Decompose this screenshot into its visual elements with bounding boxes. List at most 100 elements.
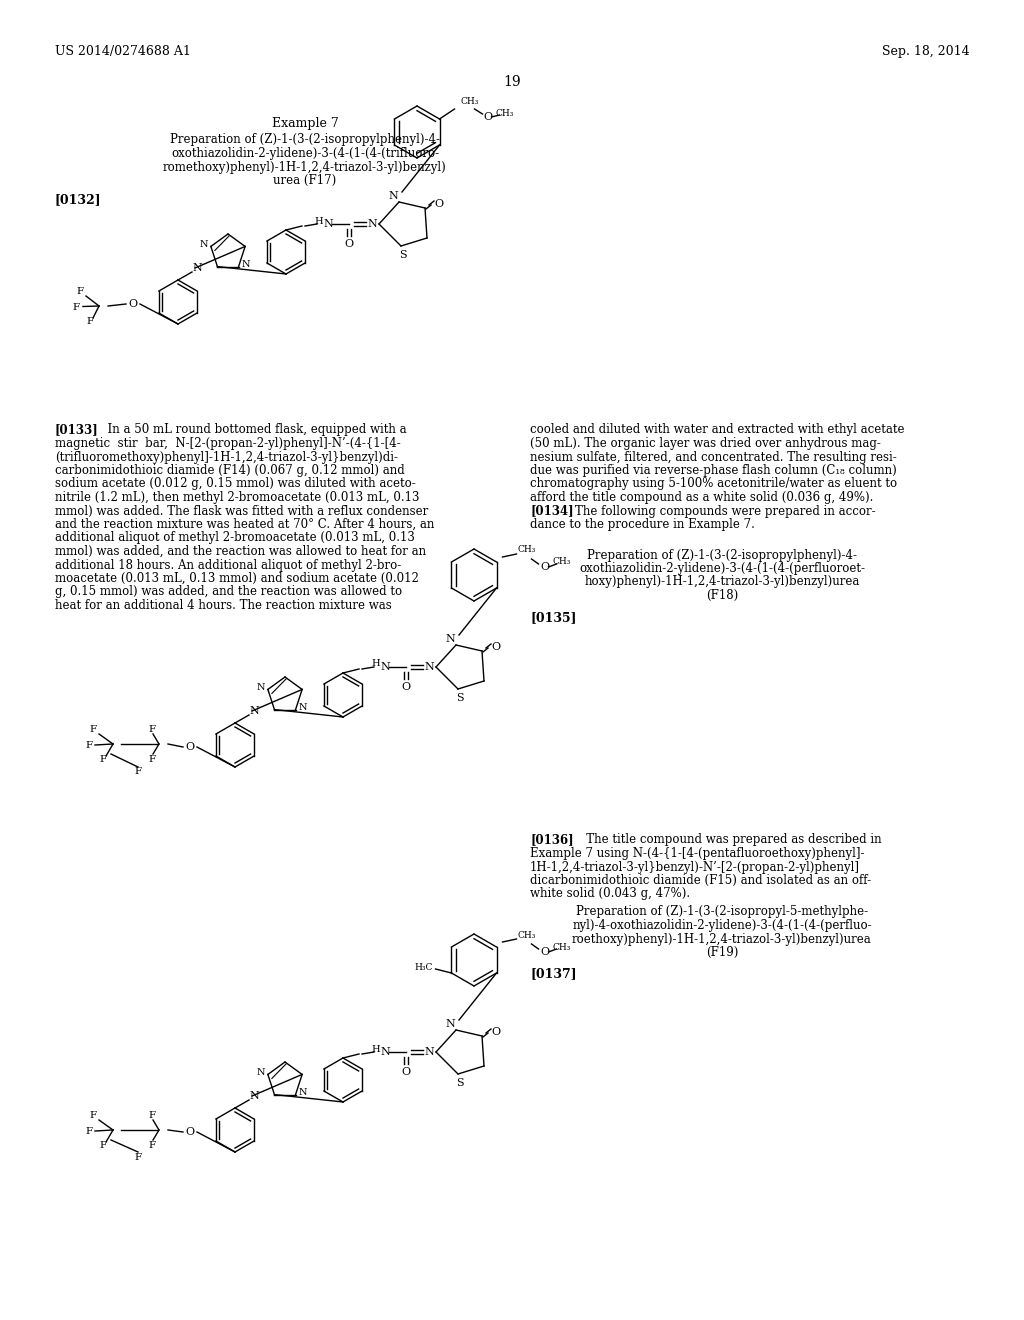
Text: N: N — [193, 263, 202, 273]
Text: In a 50 mL round bottomed flask, equipped with a: In a 50 mL round bottomed flask, equippe… — [100, 424, 407, 437]
Text: N: N — [380, 663, 390, 672]
Text: O: O — [540, 946, 549, 957]
Text: F: F — [99, 755, 106, 764]
Text: 1H-1,2,4-triazol-3-yl}benzyl)-N’-[2-(propan-2-yl)phenyl]: 1H-1,2,4-triazol-3-yl}benzyl)-N’-[2-(pro… — [530, 861, 860, 874]
Text: N: N — [424, 1047, 434, 1057]
Text: [0134]: [0134] — [530, 504, 573, 517]
Text: dance to the procedure in Example 7.: dance to the procedure in Example 7. — [530, 517, 755, 531]
Text: N: N — [249, 706, 259, 715]
Text: S: S — [456, 693, 464, 704]
Text: mmol) was added, and the reaction was allowed to heat for an: mmol) was added, and the reaction was al… — [55, 545, 426, 558]
Text: N: N — [298, 1088, 307, 1097]
Text: nesium sulfate, filtered, and concentrated. The resulting resi-: nesium sulfate, filtered, and concentrat… — [530, 450, 897, 463]
Text: (F19): (F19) — [706, 946, 738, 960]
Text: F: F — [77, 288, 84, 297]
Text: US 2014/0274688 A1: US 2014/0274688 A1 — [55, 45, 190, 58]
Text: nyl)-4-oxothiazolidin-2-ylidene)-3-(4-(1-(4-(perfluo-: nyl)-4-oxothiazolidin-2-ylidene)-3-(4-(1… — [572, 919, 871, 932]
Text: O: O — [492, 642, 501, 652]
Text: N: N — [445, 634, 455, 644]
Text: (trifluoromethoxy)phenyl]-1H-1,2,4-triazol-3-yl}benzyl)di-: (trifluoromethoxy)phenyl]-1H-1,2,4-triaz… — [55, 450, 398, 463]
Text: Example 7 using N-(4-{1-[4-(pentafluoroethoxy)phenyl]-: Example 7 using N-(4-{1-[4-(pentafluoroe… — [530, 847, 864, 861]
Text: H: H — [314, 216, 324, 226]
Text: oxothiazolidin-2-ylidene)-3-(4-(1-(4-(trifluoro-: oxothiazolidin-2-ylidene)-3-(4-(1-(4-(tr… — [171, 147, 439, 160]
Text: nitrile (1.2 mL), then methyl 2-bromoacetate (0.013 mL, 0.13: nitrile (1.2 mL), then methyl 2-bromoace… — [55, 491, 420, 504]
Text: F: F — [148, 1140, 156, 1150]
Text: S: S — [456, 1078, 464, 1088]
Text: N: N — [200, 240, 208, 249]
Text: O: O — [344, 239, 353, 249]
Text: H₃C: H₃C — [415, 964, 433, 973]
Text: 19: 19 — [503, 75, 521, 88]
Text: additional 18 hours. An additional aliquot of methyl 2-bro-: additional 18 hours. An additional aliqu… — [55, 558, 401, 572]
Text: magnetic  stir  bar,  N-[2-(propan-2-yl)phenyl]-N’-(4-{1-[4-: magnetic stir bar, N-[2-(propan-2-yl)phe… — [55, 437, 400, 450]
Text: moacetate (0.013 mL, 0.13 mmol) and sodium acetate (0.012: moacetate (0.013 mL, 0.13 mmol) and sodi… — [55, 572, 419, 585]
Text: CH₃: CH₃ — [517, 931, 536, 940]
Text: F: F — [73, 302, 80, 312]
Text: The following compounds were prepared in accor-: The following compounds were prepared in… — [575, 504, 876, 517]
Text: and the reaction mixture was heated at 70° C. After 4 hours, an: and the reaction mixture was heated at 7… — [55, 517, 434, 531]
Text: CH₃: CH₃ — [461, 96, 478, 106]
Text: F: F — [148, 1110, 156, 1119]
Text: hoxy)phenyl)-1H-1,2,4-triazol-3-yl)benzyl)urea: hoxy)phenyl)-1H-1,2,4-triazol-3-yl)benzy… — [585, 576, 860, 589]
Text: The title compound was prepared as described in: The title compound was prepared as descr… — [575, 833, 882, 846]
Text: CH₃: CH₃ — [552, 557, 570, 566]
Text: N: N — [380, 1047, 390, 1057]
Text: F: F — [89, 1111, 96, 1121]
Text: F: F — [134, 767, 141, 776]
Text: urea (F17): urea (F17) — [273, 174, 337, 187]
Text: N: N — [424, 663, 434, 672]
Text: [0137]: [0137] — [530, 968, 577, 981]
Text: O: O — [483, 112, 493, 121]
Text: chromatography using 5-100% acetonitrile/water as eluent to: chromatography using 5-100% acetonitrile… — [530, 478, 897, 491]
Text: O: O — [185, 1127, 195, 1137]
Text: O: O — [401, 1067, 411, 1077]
Text: sodium acetate (0.012 g, 0.15 mmol) was diluted with aceto-: sodium acetate (0.012 g, 0.15 mmol) was … — [55, 478, 416, 491]
Text: F: F — [86, 318, 93, 326]
Text: O: O — [401, 682, 411, 692]
Text: [0132]: [0132] — [55, 194, 101, 206]
Text: afford the title compound as a white solid (0.036 g, 49%).: afford the title compound as a white sol… — [530, 491, 873, 504]
Text: Preparation of (Z)-1-(3-(2-isopropylphenyl)-4-: Preparation of (Z)-1-(3-(2-isopropylphen… — [587, 549, 857, 561]
Text: N: N — [445, 1019, 455, 1030]
Text: F: F — [99, 1142, 106, 1151]
Text: CH₃: CH₃ — [496, 108, 514, 117]
Text: F: F — [85, 1126, 92, 1135]
Text: N: N — [298, 704, 307, 711]
Text: mmol) was added. The flask was fitted with a reflux condenser: mmol) was added. The flask was fitted wi… — [55, 504, 428, 517]
Text: N: N — [249, 1092, 259, 1101]
Text: heat for an additional 4 hours. The reaction mixture was: heat for an additional 4 hours. The reac… — [55, 599, 392, 612]
Text: O: O — [540, 562, 549, 572]
Text: g, 0.15 mmol) was added, and the reaction was allowed to: g, 0.15 mmol) was added, and the reactio… — [55, 586, 402, 598]
Text: N: N — [368, 219, 377, 228]
Text: romethoxy)phenyl)-1H-1,2,4-triazol-3-yl)benzyl): romethoxy)phenyl)-1H-1,2,4-triazol-3-yl)… — [163, 161, 446, 173]
Text: F: F — [89, 726, 96, 734]
Text: oxothiazolidin-2-ylidene)-3-(4-(1-(4-(perfluoroet-: oxothiazolidin-2-ylidene)-3-(4-(1-(4-(pe… — [579, 562, 865, 576]
Text: N: N — [257, 1068, 265, 1077]
Text: O: O — [128, 300, 137, 309]
Text: due was purified via reverse-phase flash column (C₁₈ column): due was purified via reverse-phase flash… — [530, 465, 897, 477]
Text: Preparation of (Z)-1-(3-(2-isopropyl-5-methylphe-: Preparation of (Z)-1-(3-(2-isopropyl-5-m… — [575, 906, 868, 919]
Text: dicarbonimidothioic diamide (F15) and isolated as an off-: dicarbonimidothioic diamide (F15) and is… — [530, 874, 871, 887]
Text: CH₃: CH₃ — [552, 942, 570, 952]
Text: F: F — [85, 741, 92, 750]
Text: H: H — [372, 660, 380, 668]
Text: N: N — [257, 682, 265, 692]
Text: N: N — [242, 260, 250, 269]
Text: S: S — [399, 249, 407, 260]
Text: F: F — [148, 755, 156, 763]
Text: [0136]: [0136] — [530, 833, 573, 846]
Text: N: N — [388, 191, 398, 201]
Text: [0133]: [0133] — [55, 424, 98, 437]
Text: (50 mL). The organic layer was dried over anhydrous mag-: (50 mL). The organic layer was dried ove… — [530, 437, 881, 450]
Text: additional aliquot of methyl 2-bromoacetate (0.013 mL, 0.13: additional aliquot of methyl 2-bromoacet… — [55, 532, 415, 544]
Text: F: F — [148, 725, 156, 734]
Text: Sep. 18, 2014: Sep. 18, 2014 — [883, 45, 970, 58]
Text: N: N — [324, 219, 333, 228]
Text: white solid (0.043 g, 47%).: white solid (0.043 g, 47%). — [530, 887, 690, 900]
Text: F: F — [134, 1154, 141, 1163]
Text: roethoxy)phenyl)-1H-1,2,4-triazol-3-yl)benzyl)urea: roethoxy)phenyl)-1H-1,2,4-triazol-3-yl)b… — [572, 932, 871, 945]
Text: Example 7: Example 7 — [271, 117, 338, 131]
Text: [0135]: [0135] — [530, 611, 577, 624]
Text: carbonimidothioic diamide (F14) (0.067 g, 0.12 mmol) and: carbonimidothioic diamide (F14) (0.067 g… — [55, 465, 404, 477]
Text: cooled and diluted with water and extracted with ethyl acetate: cooled and diluted with water and extrac… — [530, 424, 904, 437]
